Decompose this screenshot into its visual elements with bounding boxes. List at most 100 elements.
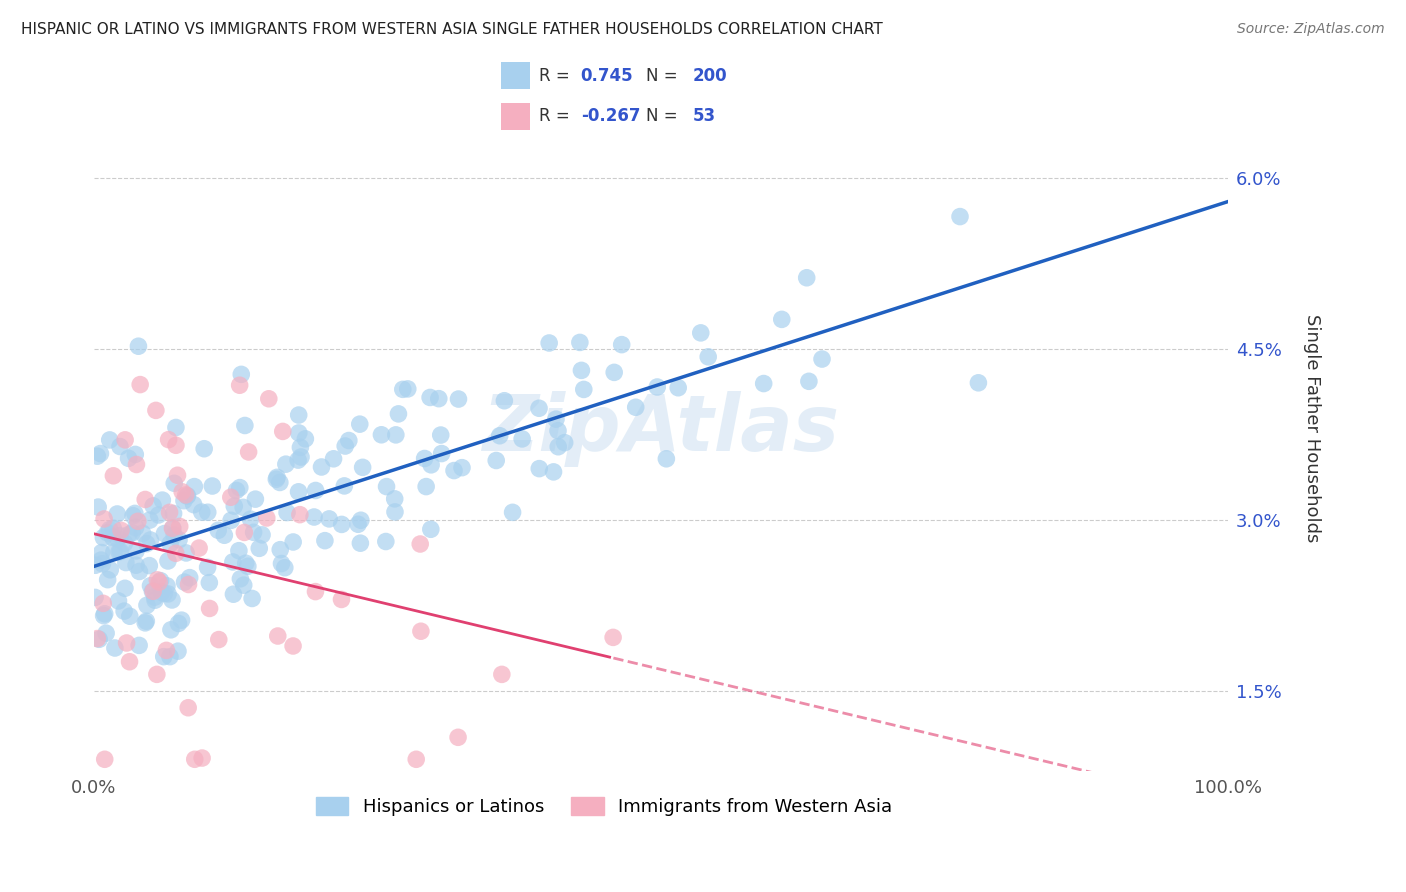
- Point: [288, 425, 311, 440]
- Point: [287, 453, 309, 467]
- Point: [197, 560, 219, 574]
- Point: [93, 512, 115, 526]
- Point: [114, 582, 136, 596]
- Point: [250, 528, 273, 542]
- Point: [603, 365, 626, 379]
- Point: [538, 336, 561, 351]
- Point: [103, 545, 125, 559]
- Point: [228, 378, 250, 392]
- Point: [419, 391, 441, 405]
- Point: [183, 480, 205, 494]
- Point: [183, 498, 205, 512]
- Point: [350, 513, 373, 527]
- Point: [207, 523, 229, 537]
- Point: [103, 521, 125, 535]
- Point: [256, 511, 278, 525]
- Text: N =: N =: [645, 67, 682, 85]
- Point: [270, 557, 292, 571]
- Point: [311, 460, 333, 475]
- Point: [811, 352, 834, 367]
- Point: [419, 522, 441, 536]
- Point: [174, 546, 197, 560]
- Text: 0.745: 0.745: [581, 67, 633, 85]
- Point: [288, 508, 311, 522]
- Point: [219, 490, 242, 504]
- Point: [287, 484, 309, 499]
- Point: [274, 457, 297, 471]
- Point: [135, 614, 157, 628]
- Point: [229, 481, 252, 495]
- Point: [302, 510, 325, 524]
- Point: [117, 451, 139, 466]
- Point: [84, 558, 107, 573]
- Point: [159, 505, 181, 519]
- Point: [105, 507, 128, 521]
- Point: [127, 339, 149, 353]
- Point: [141, 584, 163, 599]
- Point: [198, 575, 221, 590]
- Point: [146, 667, 169, 681]
- Point: [91, 557, 114, 571]
- Point: [117, 527, 139, 541]
- Point: [276, 506, 298, 520]
- Point: [163, 528, 186, 542]
- Point: [193, 442, 215, 456]
- Point: [124, 447, 146, 461]
- Point: [281, 639, 304, 653]
- Text: HISPANIC OR LATINO VS IMMIGRANTS FROM WESTERN ASIA SINGLE FATHER HOUSEHOLDS CORR: HISPANIC OR LATINO VS IMMIGRANTS FROM WE…: [21, 22, 883, 37]
- Point: [347, 517, 370, 532]
- Point: [160, 623, 183, 637]
- Point: [547, 440, 569, 454]
- Point: [167, 533, 190, 547]
- Point: [485, 453, 508, 467]
- Point: [139, 513, 162, 527]
- Point: [97, 573, 120, 587]
- Point: [179, 571, 201, 585]
- Point: [409, 624, 432, 639]
- Point: [124, 507, 146, 521]
- Point: [236, 559, 259, 574]
- Point: [413, 451, 436, 466]
- Point: [543, 465, 565, 479]
- Point: [190, 505, 212, 519]
- Point: [294, 432, 316, 446]
- Point: [231, 368, 253, 382]
- Point: [337, 434, 360, 448]
- Point: [488, 428, 510, 442]
- Point: [443, 464, 465, 478]
- Point: [198, 601, 221, 615]
- Point: [174, 488, 197, 502]
- Text: R =: R =: [540, 107, 575, 125]
- Point: [139, 579, 162, 593]
- Point: [239, 512, 262, 526]
- Point: [374, 534, 396, 549]
- Point: [447, 731, 470, 745]
- Point: [125, 558, 148, 573]
- Point: [104, 640, 127, 655]
- Point: [269, 542, 291, 557]
- Point: [269, 475, 291, 490]
- Point: [129, 377, 152, 392]
- Point: [451, 460, 474, 475]
- Y-axis label: Single Father Households: Single Father Households: [1303, 314, 1320, 542]
- Point: [172, 484, 194, 499]
- Point: [322, 451, 344, 466]
- Point: [349, 536, 371, 550]
- Point: [232, 500, 254, 515]
- Point: [949, 210, 972, 224]
- Point: [624, 401, 647, 415]
- Point: [118, 609, 141, 624]
- Point: [572, 383, 595, 397]
- Point: [266, 472, 288, 486]
- Point: [135, 536, 157, 550]
- Text: ZipAtlas: ZipAtlas: [482, 391, 839, 467]
- Point: [571, 363, 593, 377]
- Point: [447, 392, 470, 406]
- Point: [177, 577, 200, 591]
- Point: [90, 545, 112, 559]
- Point: [143, 590, 166, 604]
- Point: [610, 337, 633, 351]
- Point: [568, 335, 591, 350]
- Point: [93, 531, 115, 545]
- Point: [430, 446, 453, 460]
